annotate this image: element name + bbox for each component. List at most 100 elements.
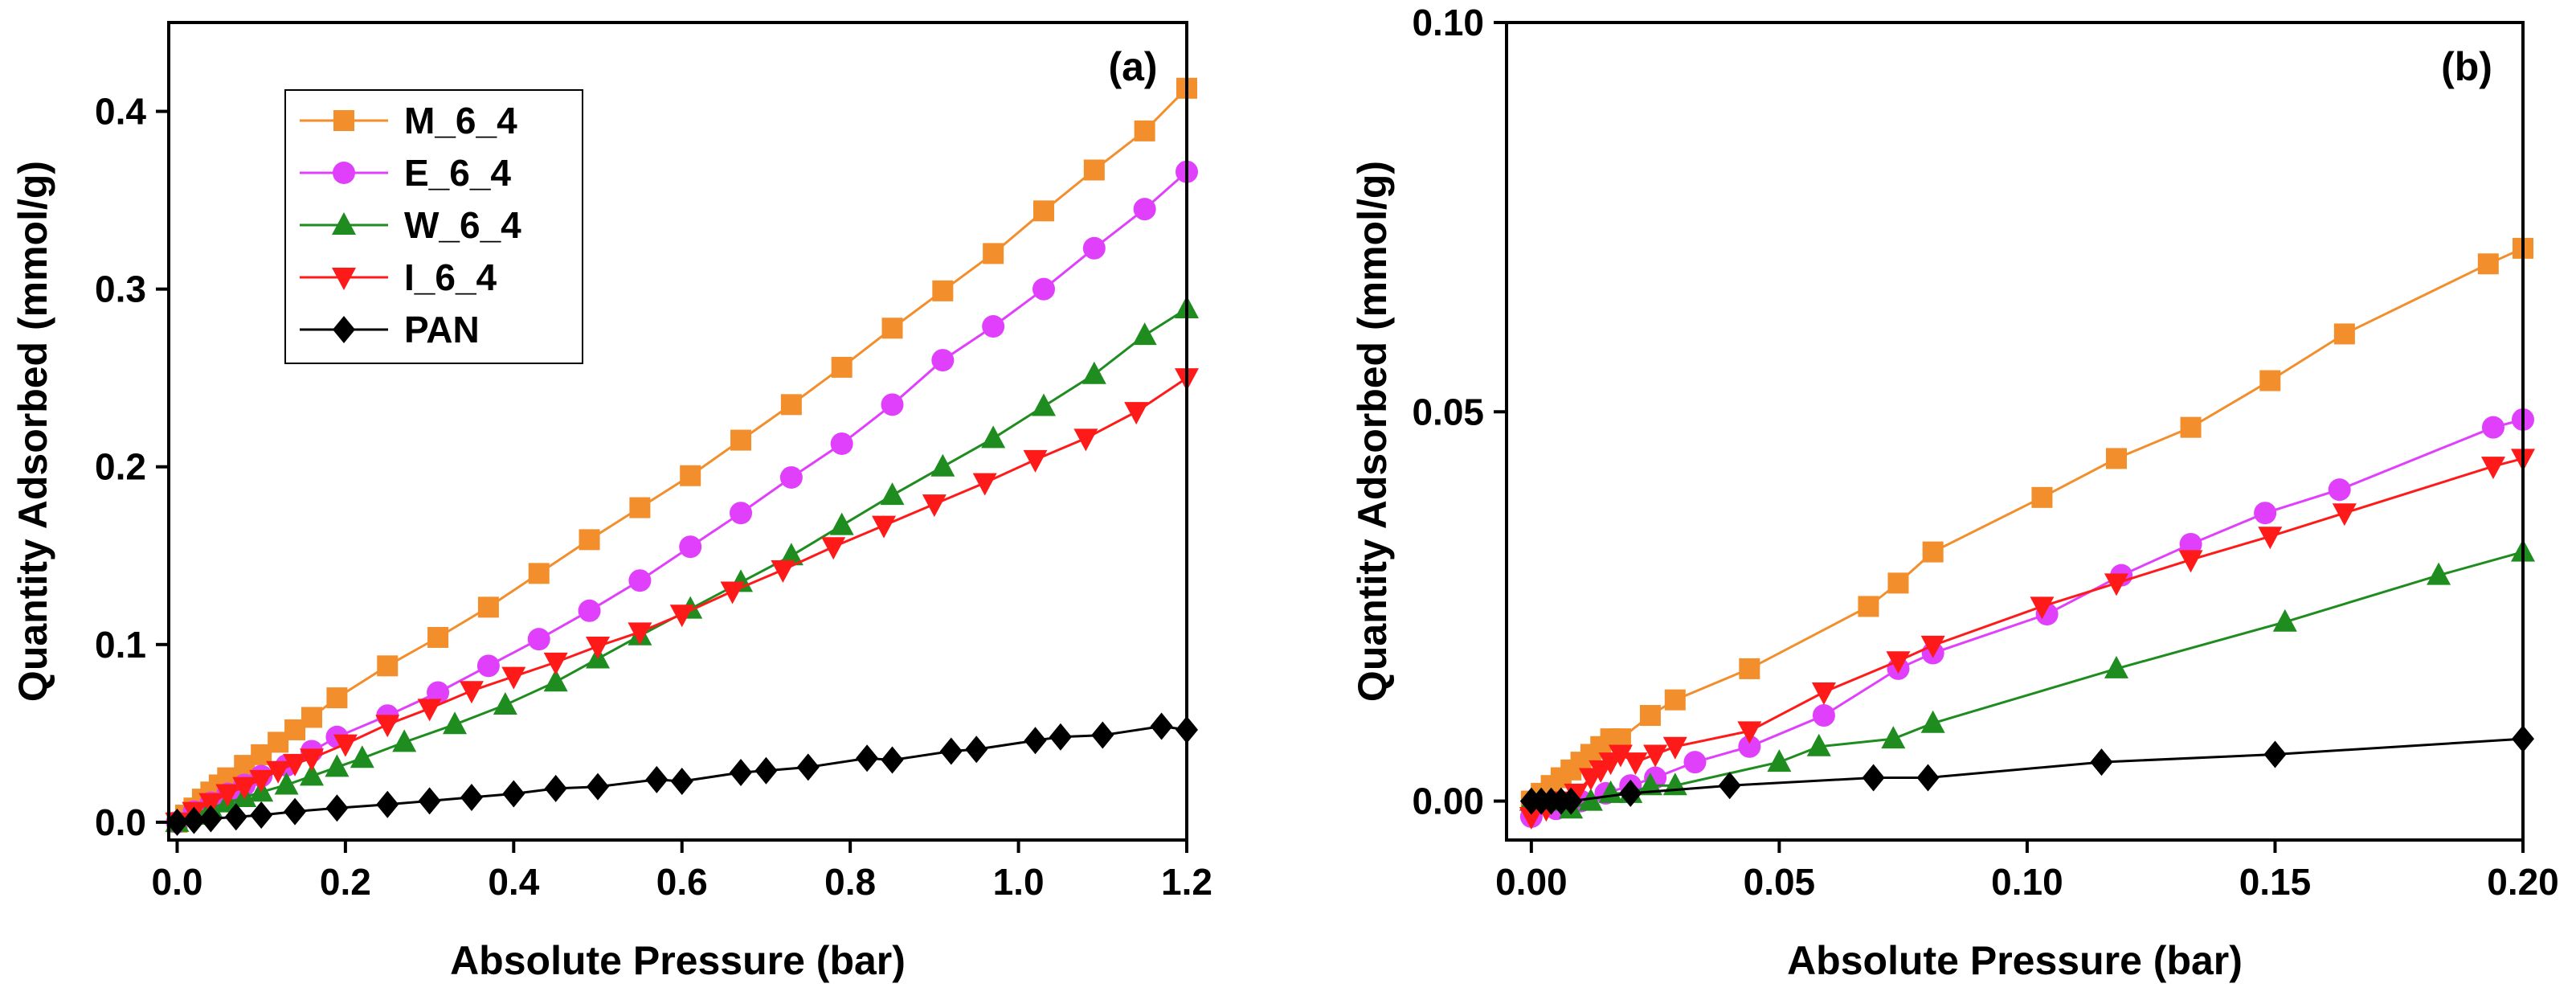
- data-point: [1643, 744, 1668, 768]
- data-point: [527, 628, 550, 651]
- data-point: [1091, 721, 1114, 749]
- data-point: [1767, 749, 1792, 772]
- data-point: [224, 803, 247, 831]
- data-point: [1811, 682, 1836, 705]
- x-tick-label: 0.15: [2239, 861, 2312, 903]
- data-point: [1032, 200, 1054, 222]
- data-point: [771, 559, 795, 583]
- data-point: [965, 736, 988, 764]
- data-point: [586, 637, 611, 660]
- data-point: [1812, 704, 1835, 727]
- data-point: [780, 394, 802, 416]
- y-axis-title: Quantity Adsorbed (mmol/g): [10, 161, 55, 702]
- series-line: [1531, 551, 2524, 810]
- data-point: [1124, 402, 1149, 425]
- data-point: [274, 772, 299, 795]
- data-point: [326, 687, 348, 709]
- y-tick-label: 0.1: [95, 624, 146, 666]
- legend-label: I_6_4: [404, 256, 497, 298]
- data-point: [1737, 721, 1762, 744]
- data-point: [720, 581, 745, 604]
- data-point: [460, 783, 483, 811]
- y-tick-label: 0.0: [95, 801, 146, 843]
- data-point: [2481, 416, 2504, 439]
- data-point: [881, 746, 904, 774]
- data-point: [796, 753, 820, 781]
- data-point: [1031, 393, 1056, 416]
- x-tick-label: 0.05: [1744, 861, 1816, 903]
- data-point: [543, 669, 568, 692]
- data-point: [459, 681, 484, 704]
- data-point: [1639, 705, 1661, 727]
- data-point: [427, 681, 450, 704]
- legend-box: [284, 89, 583, 364]
- data-point: [1664, 689, 1686, 711]
- data-point: [325, 754, 350, 777]
- y-tick-label: 0.4: [95, 91, 146, 133]
- data-point: [628, 569, 652, 592]
- data-point: [669, 604, 694, 628]
- legend-marker: [333, 110, 354, 131]
- data-point: [477, 596, 499, 618]
- data-point: [872, 515, 897, 539]
- data-point: [1739, 658, 1760, 679]
- legend-item-e-6-4: E_6_4: [300, 152, 511, 194]
- plot-frame: [167, 21, 1188, 842]
- data-point: [931, 349, 955, 372]
- data-point: [1662, 736, 1687, 760]
- data-point: [2178, 550, 2203, 573]
- y-tick-label: 0.00: [1412, 781, 1484, 822]
- data-point: [2272, 609, 2297, 632]
- x-tick-label: 1.2: [1161, 861, 1212, 903]
- data-point: [2090, 748, 2113, 777]
- chart-panel-b: 0.00 0.05 0.10 0.15 0.20 0.00 0.05 0.10 Absolute…: [1350, 2, 2559, 983]
- data-point: [983, 243, 1004, 264]
- legend-item-pan: PAN: [300, 309, 480, 350]
- series-pan: [166, 712, 1198, 836]
- legend-marker: [332, 268, 356, 290]
- data-point: [1024, 727, 1047, 755]
- data-point: [779, 465, 803, 489]
- data-point: [2427, 562, 2451, 585]
- data-point: [350, 745, 374, 768]
- data-point: [2258, 527, 2283, 550]
- data-point: [283, 753, 308, 777]
- chart-panel-a: 0.0 0.2 0.4 0.6 0.8 1.0 1.2 0.0 0.1 0.2 0.3 0.4 Abso…: [10, 21, 1212, 983]
- data-point: [1922, 541, 1944, 563]
- data-point: [501, 666, 526, 690]
- data-point: [375, 715, 400, 738]
- x-tick-label: 0.20: [2487, 861, 2559, 903]
- data-point: [476, 654, 500, 678]
- x-tick-label: 0.00: [1495, 861, 1568, 903]
- legend-item-i-6-4: I_6_4: [300, 256, 497, 298]
- x-tick-label: 1.0: [993, 861, 1045, 903]
- x-axis-title: Absolute Pressure (bar): [450, 938, 906, 983]
- data-point: [1619, 779, 1642, 807]
- data-point: [166, 808, 189, 836]
- data-point: [300, 763, 325, 786]
- data-point: [377, 655, 399, 677]
- data-point: [628, 622, 652, 645]
- data-point: [930, 453, 955, 477]
- data-point: [543, 652, 568, 675]
- data-point: [680, 465, 701, 486]
- data-point: [1916, 764, 1940, 792]
- series-w-6-4: [1519, 539, 2535, 819]
- data-point: [1806, 733, 1831, 756]
- legend-label: PAN: [404, 309, 480, 350]
- data-point: [2030, 596, 2055, 620]
- data-point: [2333, 323, 2355, 345]
- data-point: [2259, 370, 2281, 391]
- data-point: [881, 318, 903, 339]
- data-point: [1133, 198, 1156, 221]
- data-point: [1150, 712, 1173, 740]
- data-point: [198, 793, 223, 816]
- data-point: [730, 429, 752, 451]
- data-point: [1920, 710, 1945, 733]
- data-point: [829, 512, 854, 535]
- data-point: [2104, 573, 2128, 596]
- data-point: [1519, 806, 1544, 830]
- data-point: [578, 599, 601, 622]
- data-point: [199, 805, 223, 833]
- data-point: [284, 797, 307, 826]
